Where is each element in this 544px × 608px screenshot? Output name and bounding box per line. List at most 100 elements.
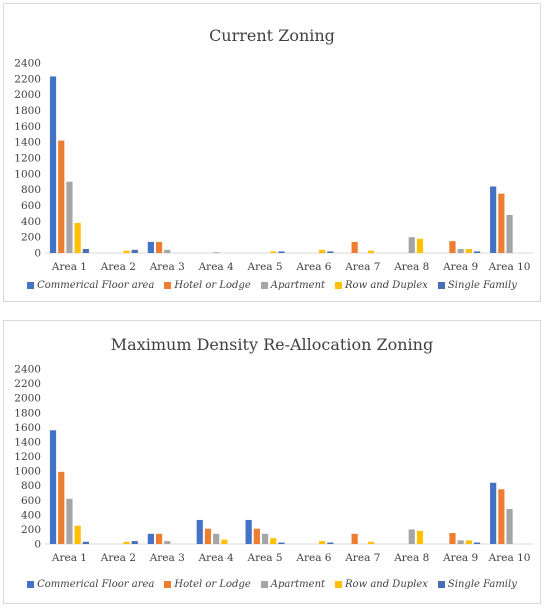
legend-label: Commerical Floor area xyxy=(37,579,155,590)
y-tick-label: 1800 xyxy=(14,407,41,419)
legend-item: Row and Duplex xyxy=(335,280,428,291)
chart-panel-max-density-zoning: Maximum Density Re-Allocation Zoning 0 20… xyxy=(3,320,541,604)
chart-panel-current-zoning: Current Zoning 0 200 400 600 800 1000 1200 1400… xyxy=(3,3,541,302)
bar xyxy=(367,250,375,254)
chart-title: Current Zoning xyxy=(209,26,335,45)
legend-label: Single Family xyxy=(447,280,517,291)
y-tick-label: 800 xyxy=(21,480,41,492)
bar xyxy=(58,471,65,544)
bar xyxy=(221,539,228,545)
y-tick-label: 1800 xyxy=(14,105,41,117)
bar xyxy=(490,482,497,544)
bar xyxy=(449,533,456,544)
bar xyxy=(164,249,171,253)
x-tick-label: Area 1 xyxy=(51,552,87,564)
y-tick-label: 1600 xyxy=(14,422,41,434)
bar xyxy=(245,519,252,544)
y-tick-label: 1600 xyxy=(14,121,41,133)
x-tick-label: Area 2 xyxy=(100,261,136,273)
bar xyxy=(416,238,424,253)
bar xyxy=(270,538,277,544)
bar xyxy=(123,541,130,544)
bar xyxy=(498,489,505,544)
y-tick-label: 1000 xyxy=(14,466,41,478)
legend-swatch xyxy=(335,282,343,289)
bar xyxy=(82,249,89,253)
legend-item: Hotel or Lodge xyxy=(164,579,251,590)
bar xyxy=(278,542,285,544)
bar xyxy=(473,542,481,544)
bar xyxy=(351,533,358,544)
legend-label: Hotel or Lodge xyxy=(174,579,251,590)
bar xyxy=(49,76,57,254)
bar xyxy=(367,541,375,544)
legend-swatch xyxy=(437,581,445,588)
bar xyxy=(66,181,73,253)
x-tick-label: Area 10 xyxy=(488,261,531,273)
y-tick-label: 400 xyxy=(21,509,41,521)
x-tick-label: Area 6 xyxy=(295,552,331,564)
y-tick-label: 1000 xyxy=(14,168,41,180)
y-tick-label: 2200 xyxy=(14,73,41,85)
y-tick-label: 0 xyxy=(34,248,41,260)
legend-label: Hotel or Lodge xyxy=(174,280,251,291)
x-tick-label: Area 8 xyxy=(393,261,429,273)
bar xyxy=(147,533,154,544)
x-tick-label: Area 8 xyxy=(393,552,429,564)
bar xyxy=(270,251,277,253)
y-tick-label: 1200 xyxy=(14,451,41,463)
bar xyxy=(498,193,505,254)
bar xyxy=(473,251,481,253)
bar xyxy=(319,249,326,253)
legend-swatch xyxy=(27,282,35,289)
y-tick-label: 600 xyxy=(21,495,41,507)
x-tick-label: Area 10 xyxy=(488,552,531,564)
legend-label: Row and Duplex xyxy=(345,280,428,291)
x-tick-label: Area 7 xyxy=(344,261,380,273)
bar xyxy=(213,252,220,253)
x-tick-label: Area 3 xyxy=(149,552,185,564)
bar xyxy=(408,237,415,253)
bar xyxy=(147,241,154,253)
bar xyxy=(74,222,81,253)
y-tick-label: 2200 xyxy=(14,378,41,390)
x-tick-label: Area 3 xyxy=(149,261,185,273)
bar xyxy=(196,519,203,544)
bar xyxy=(213,533,220,544)
y-tick-label: 600 xyxy=(21,200,41,212)
plot-area: 0 200 400 600 800 1000 1200 1400 1600 1800 2000 220… xyxy=(14,58,534,273)
y-tick-label: 1400 xyxy=(14,436,41,448)
y-tick-label: 800 xyxy=(21,184,41,196)
bar xyxy=(123,250,130,254)
bar xyxy=(416,530,424,545)
bar xyxy=(74,525,81,544)
x-tick-label: Area 2 xyxy=(100,552,136,564)
legend-swatch xyxy=(260,581,268,588)
y-tick-label: 0 xyxy=(34,539,41,551)
x-tick-label: Area 5 xyxy=(246,552,282,564)
bar xyxy=(58,140,65,253)
y-tick-label: 200 xyxy=(21,524,41,536)
bar xyxy=(155,241,163,253)
legend-item: Commerical Floor area xyxy=(27,280,154,291)
bar xyxy=(155,533,163,544)
bar xyxy=(465,249,472,253)
legend-label: Single Family xyxy=(447,579,517,590)
x-tick-label: Area 7 xyxy=(344,552,380,564)
bar xyxy=(449,241,456,254)
legend-item: Commerical Floor area xyxy=(27,579,154,590)
chart-legend: Commerical Floor area Hotel or Lodge Apart… xyxy=(4,280,540,291)
bar xyxy=(49,430,57,544)
bar xyxy=(131,541,138,544)
bar xyxy=(319,541,326,544)
y-tick-label: 1400 xyxy=(14,137,41,149)
x-tick-label: Area 5 xyxy=(246,261,282,273)
legend-item: Single Family xyxy=(437,280,517,291)
x-tick-label: Area 1 xyxy=(51,261,87,273)
bar xyxy=(327,251,334,253)
bar xyxy=(66,498,73,544)
legend-swatch xyxy=(164,282,172,289)
bar xyxy=(131,249,138,253)
x-tick-label: Area 9 xyxy=(442,261,478,273)
bar xyxy=(465,540,472,544)
